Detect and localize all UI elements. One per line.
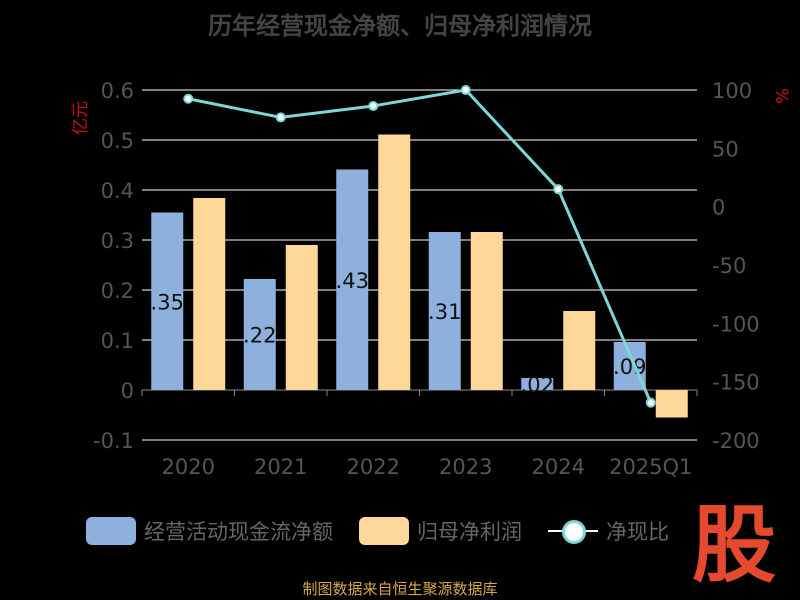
source-footer: 制图数据来自恒生聚源数据库 bbox=[302, 580, 498, 598]
y-right-tick-label: 0 bbox=[712, 196, 725, 220]
legend-swatch-net-profit bbox=[359, 517, 409, 545]
x-tick-label: 2023 bbox=[439, 455, 492, 479]
y-right-tick-label: -150 bbox=[712, 371, 760, 395]
y-left-axis-label: 亿元 bbox=[71, 101, 91, 135]
y-left-tick-label: -0.1 bbox=[93, 429, 134, 453]
y-left-tick-label: 0.3 bbox=[101, 229, 134, 253]
legend-item-net-profit[interactable]: 归母净利润 bbox=[359, 516, 522, 546]
bar-net-profit bbox=[655, 390, 688, 418]
ratio-point bbox=[368, 100, 379, 111]
bar-cash-flow bbox=[151, 212, 184, 390]
legend-label-net-profit: 归母净利润 bbox=[417, 520, 522, 544]
data-label-cash-flow: .02 bbox=[521, 373, 554, 397]
data-label-cash-flow: .09 bbox=[613, 355, 646, 379]
ratio-line bbox=[187, 88, 653, 404]
y-left-tick-label: 0.2 bbox=[101, 279, 134, 303]
x-tick-label: 2024 bbox=[532, 455, 585, 479]
y-right-tick-label: -50 bbox=[712, 254, 746, 278]
ratio-point bbox=[460, 85, 471, 95]
y-right-tick-label: -200 bbox=[712, 429, 760, 453]
bar-net-profit bbox=[563, 311, 596, 390]
y-left-tick-label: 0.4 bbox=[101, 179, 134, 203]
y-right-axis-label: % bbox=[771, 88, 791, 104]
bar-cash-flow bbox=[243, 279, 276, 390]
data-label-cash-flow: .31 bbox=[428, 300, 461, 324]
x-tick-label: 2020 bbox=[162, 455, 215, 479]
y-left-tick-label: 0.1 bbox=[101, 329, 134, 353]
bar-cash-flow bbox=[336, 169, 369, 390]
chart-title: 历年经营现金净额、归母净利润情况 bbox=[208, 12, 592, 40]
y-right-tick-label: -100 bbox=[712, 312, 760, 336]
bar-cash-flow bbox=[428, 232, 461, 390]
legend-label-ratio: 净现比 bbox=[606, 520, 669, 544]
bar-net-profit bbox=[378, 134, 411, 390]
legend-item-ratio[interactable]: 净现比 bbox=[548, 516, 669, 546]
bar-net-profit bbox=[285, 245, 318, 390]
legend-swatch-cash-flow bbox=[86, 517, 136, 545]
bar-net-profit bbox=[470, 232, 503, 390]
brand-logo: 股 bbox=[692, 496, 777, 594]
y-right-tick-label: 100 bbox=[712, 79, 752, 103]
legend-item-cash-flow[interactable]: 经营活动现金流净额 bbox=[86, 516, 333, 546]
y-left-tick-label: 0 bbox=[121, 379, 134, 403]
ratio-point bbox=[645, 397, 656, 408]
y-left-tick-label: 0.6 bbox=[101, 79, 134, 103]
x-tick-label: 2021 bbox=[254, 455, 307, 479]
ratio-point bbox=[553, 184, 564, 195]
ratio-point bbox=[275, 112, 286, 123]
data-label-cash-flow: .43 bbox=[336, 269, 369, 293]
x-tick-label: 2025Q1 bbox=[609, 455, 692, 479]
bar-net-profit bbox=[193, 198, 226, 390]
bar-cash-flow bbox=[521, 378, 554, 390]
legend-swatch-ratio bbox=[548, 517, 598, 545]
legend-label-cash-flow: 经营活动现金流净额 bbox=[144, 520, 333, 544]
y-left-tick-label: 0.5 bbox=[101, 129, 134, 153]
ratio-point bbox=[183, 93, 194, 104]
data-label-cash-flow: .22 bbox=[243, 324, 276, 348]
data-label-cash-flow: .35 bbox=[151, 290, 184, 314]
y-right-tick-label: 50 bbox=[712, 137, 739, 161]
x-tick-label: 2022 bbox=[347, 455, 400, 479]
chart-legend: 经营活动现金流净额 归母净利润 净现比 bbox=[86, 516, 695, 546]
